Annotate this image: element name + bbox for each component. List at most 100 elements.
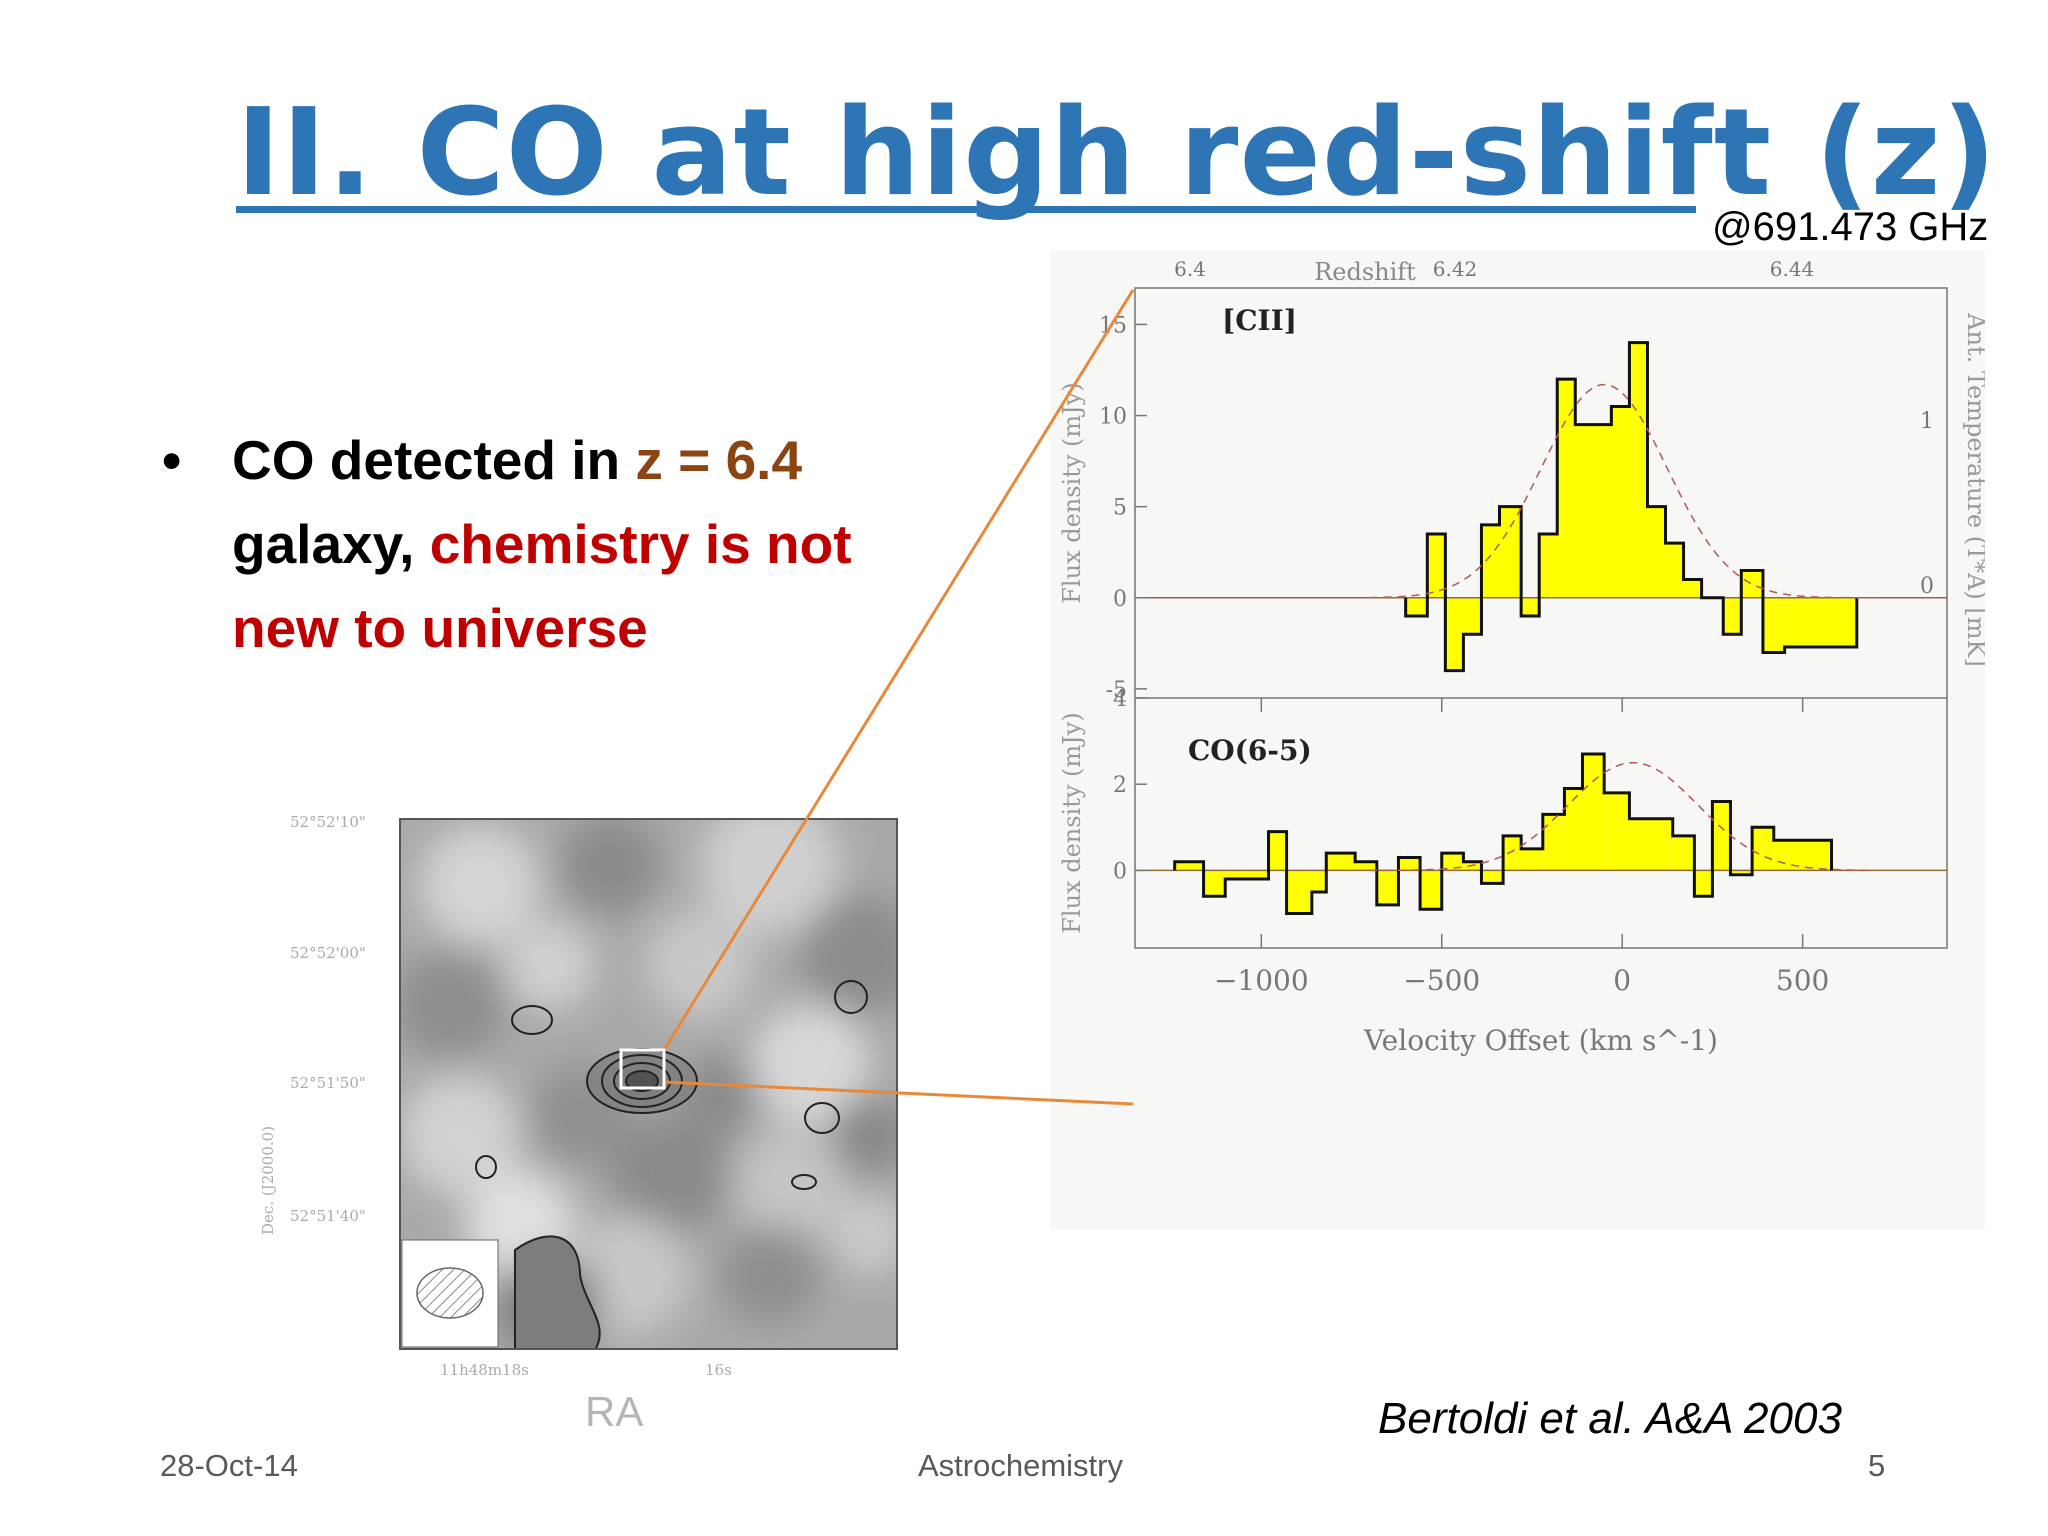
- bullet-text: CO detected in z = 6.4 galaxy, chemistry …: [232, 418, 932, 670]
- cii-bar: [1795, 597, 1810, 647]
- dec-tick-3: 52°51'40": [290, 1207, 366, 1225]
- cii-ytick-label: 0: [1113, 587, 1127, 612]
- x-tick-label: −1000: [1214, 964, 1309, 997]
- map-blob: [400, 1075, 520, 1195]
- cii-bar: [1831, 597, 1857, 647]
- cii-bar: [1611, 406, 1630, 598]
- map-contour: [475, 1155, 497, 1179]
- co65-bar: [1203, 870, 1226, 897]
- slide-title: II. CO at high red-shift (z): [236, 84, 1998, 223]
- cii-bar: [1762, 597, 1785, 653]
- map-blob: [735, 1130, 845, 1240]
- cii-bar: [1521, 597, 1540, 616]
- cii-fit-line: [1369, 383, 1875, 599]
- spectrum-frame: [1134, 287, 1948, 949]
- map-contour: [514, 1235, 601, 1349]
- cii-bar: [1575, 424, 1594, 598]
- co65-bar: [1463, 861, 1482, 871]
- co65-bar: [1672, 835, 1695, 871]
- co65-fit-line: [1369, 761, 1875, 872]
- cii-ytick-label: 5: [1113, 496, 1127, 521]
- cii-bar: [1539, 534, 1558, 598]
- x-tick-label: −500: [1403, 964, 1480, 997]
- footer-date: 28-Oct-14: [160, 1448, 298, 1483]
- co65-bar: [1795, 840, 1814, 871]
- redshift-tick-label: 6.4: [1174, 257, 1206, 281]
- map-blob: [400, 950, 505, 1060]
- map-source-contour: [625, 1070, 659, 1092]
- footer-page-number: 5: [1868, 1448, 1886, 1483]
- right-axis-label: Ant. Temperature (T*A) [mK]: [1962, 312, 1985, 667]
- co65-bar: [1503, 835, 1522, 871]
- co65-bar: [1286, 870, 1312, 914]
- cii-bar: [1683, 579, 1702, 598]
- citation: Bertoldi et al. A&A 2003: [1378, 1394, 1842, 1443]
- cii-bar: [1499, 506, 1522, 598]
- co65-bar: [1355, 861, 1377, 871]
- co65-bar: [1564, 788, 1583, 871]
- x-tick-label: 0: [1613, 964, 1631, 997]
- co65-bar: [1712, 801, 1731, 871]
- map-blob: [560, 819, 660, 915]
- cii-bar: [1405, 597, 1428, 616]
- right-tick-label: 0: [1920, 574, 1934, 599]
- co65-bar: [1225, 870, 1247, 880]
- co65-bar: [1604, 792, 1630, 871]
- co65-bar: [1813, 840, 1832, 871]
- cii-ytick-label: 15: [1099, 313, 1127, 338]
- co65-bar: [1582, 754, 1605, 871]
- co65-bar: [1311, 870, 1327, 892]
- co65-bar: [1730, 870, 1753, 875]
- beam-ellipse-icon: [416, 1267, 484, 1319]
- cii-bar: [1463, 597, 1482, 635]
- right-tick-label: 1: [1920, 409, 1934, 434]
- bullet-dot-icon: •: [162, 429, 182, 491]
- bullet-text-part3: galaxy,: [232, 513, 430, 575]
- ra-tick-1: 16s: [705, 1361, 732, 1379]
- co65-bar: [1246, 870, 1269, 880]
- co65-bar: [1651, 818, 1673, 871]
- dec-tick-2: 52°51'50": [290, 1074, 366, 1092]
- spectrum-figure-background: [1050, 250, 1985, 1230]
- cii-bar: [1445, 597, 1464, 671]
- dec-tick-0: 52°52'10": [290, 813, 366, 831]
- cii-bar: [1481, 524, 1500, 598]
- co65-bar: [1694, 870, 1713, 897]
- cii-ylabel: Flux density (mJy): [1058, 382, 1086, 603]
- co65-bar: [1420, 870, 1442, 910]
- co65-ylabel: Flux density (mJy): [1058, 712, 1086, 933]
- cii-bar: [1593, 424, 1612, 598]
- map-blob: [830, 1095, 897, 1175]
- cii-bar: [1809, 597, 1832, 647]
- map-blob: [645, 910, 755, 1020]
- cii-bar: [1741, 570, 1763, 598]
- co65-bar: [1542, 814, 1565, 871]
- map-blob: [505, 920, 595, 1010]
- co65-label: CO(6-5): [1188, 734, 1312, 767]
- co65-bar: [1441, 853, 1464, 871]
- redshift-tick-label: 6.44: [1770, 257, 1815, 281]
- dec-tick-1: 52°52'00": [290, 944, 366, 962]
- cii-bar: [1723, 597, 1742, 635]
- map-blob: [420, 825, 540, 945]
- cii-bar: [1629, 342, 1648, 598]
- title-underline: [236, 206, 1696, 213]
- co65-bar: [1752, 827, 1774, 871]
- map-contour: [511, 1005, 553, 1035]
- co65-step-line: [1173, 752, 1834, 916]
- cii-bar: [1427, 534, 1446, 598]
- co65-bar: [1521, 848, 1543, 871]
- bullet-text-part1: CO detected in: [232, 429, 636, 491]
- frequency-label: @691.473 GHz: [1712, 205, 1989, 249]
- map-contour: [791, 1174, 817, 1190]
- redshift-tick-label: 6.42: [1433, 257, 1478, 281]
- co65-ytick-label: 0: [1113, 859, 1127, 884]
- cii-bar: [1647, 506, 1666, 598]
- footer-title: Astrochemistry: [918, 1448, 1123, 1483]
- cii-bar: [1665, 543, 1684, 598]
- cii-ytick-label: 10: [1099, 405, 1127, 430]
- co65-bar: [1398, 857, 1421, 871]
- co65-ytick-label: 4: [1113, 687, 1127, 712]
- cii-step-line: [1404, 341, 1859, 673]
